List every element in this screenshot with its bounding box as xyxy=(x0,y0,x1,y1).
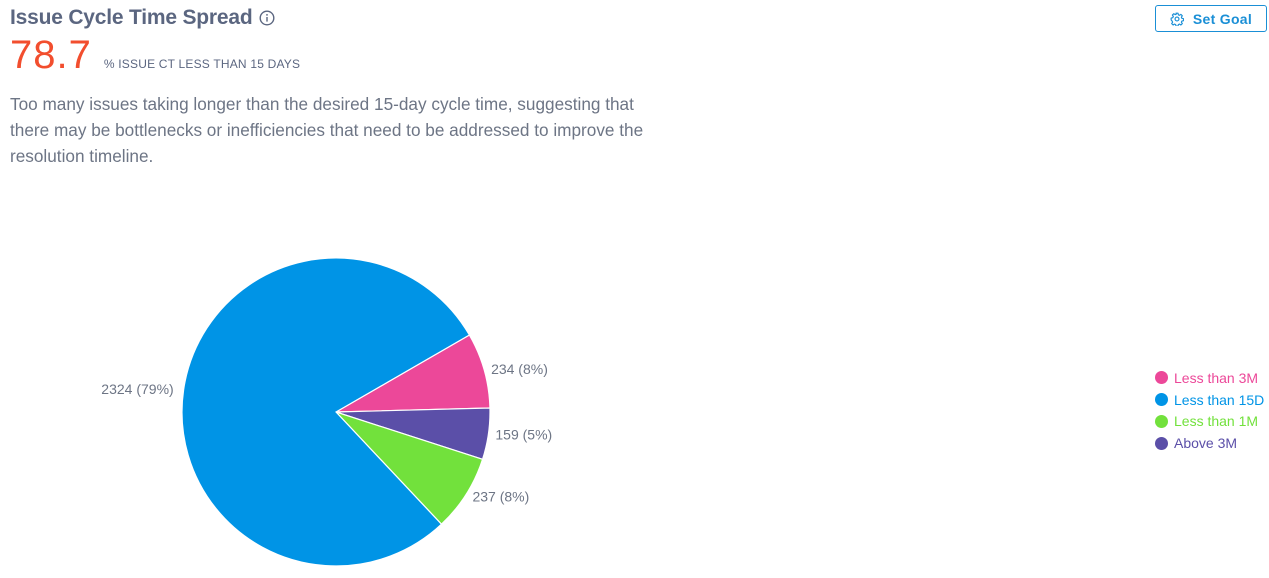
legend-item[interactable]: Less than 15D xyxy=(1155,389,1264,411)
legend-label: Less than 1M xyxy=(1174,413,1259,430)
pie-data-label: 2324 (79%) xyxy=(101,381,173,397)
legend-label: Above 3M xyxy=(1174,435,1238,452)
gear-icon xyxy=(1170,12,1184,26)
pie-labels: 234 (8%) 159 (5%) 237 (8%) 2324 (79%) xyxy=(101,361,552,504)
pie-data-label: 237 (8%) xyxy=(472,489,529,505)
chart-legend: Less than 3M Less than 15D Less than 1M Abo… xyxy=(1155,367,1264,454)
metric-label: % ISSUE CT LESS THAN 15 DAYS xyxy=(103,57,301,71)
legend-item[interactable]: Less than 3M xyxy=(1155,367,1264,389)
legend-item[interactable]: Less than 1M xyxy=(1155,411,1264,433)
legend-label: Less than 3M xyxy=(1174,369,1259,386)
pie-data-label: 159 (5%) xyxy=(495,427,552,443)
widget-title: Issue Cycle Time Spread xyxy=(10,6,253,29)
widget-header: Issue Cycle Time Spread xyxy=(10,6,275,30)
metric-value: 78.7 xyxy=(10,33,92,77)
legend-swatch xyxy=(1155,414,1168,428)
legend-swatch xyxy=(1155,436,1168,450)
legend-swatch xyxy=(1155,393,1168,407)
metric-summary: 78.7 % ISSUE CT LESS THAN 15 DAYS xyxy=(10,33,300,77)
legend-label: Less than 15D xyxy=(1174,391,1265,408)
legend-swatch xyxy=(1155,371,1168,385)
info-icon[interactable] xyxy=(259,10,275,26)
pie-chart: 234 (8%) 159 (5%) 237 (8%) 2324 (79%) xyxy=(101,257,552,567)
legend-item[interactable]: Above 3M xyxy=(1155,432,1264,454)
set-goal-label: Set Goal xyxy=(1192,10,1253,27)
set-goal-button[interactable]: Set Goal xyxy=(1155,5,1267,32)
pie-slice-less-than-15d[interactable] xyxy=(181,257,471,567)
pie-data-label: 234 (8%) xyxy=(491,361,548,377)
insight-description: Too many issues taking longer than the d… xyxy=(10,94,644,166)
pie-slices xyxy=(181,257,491,567)
